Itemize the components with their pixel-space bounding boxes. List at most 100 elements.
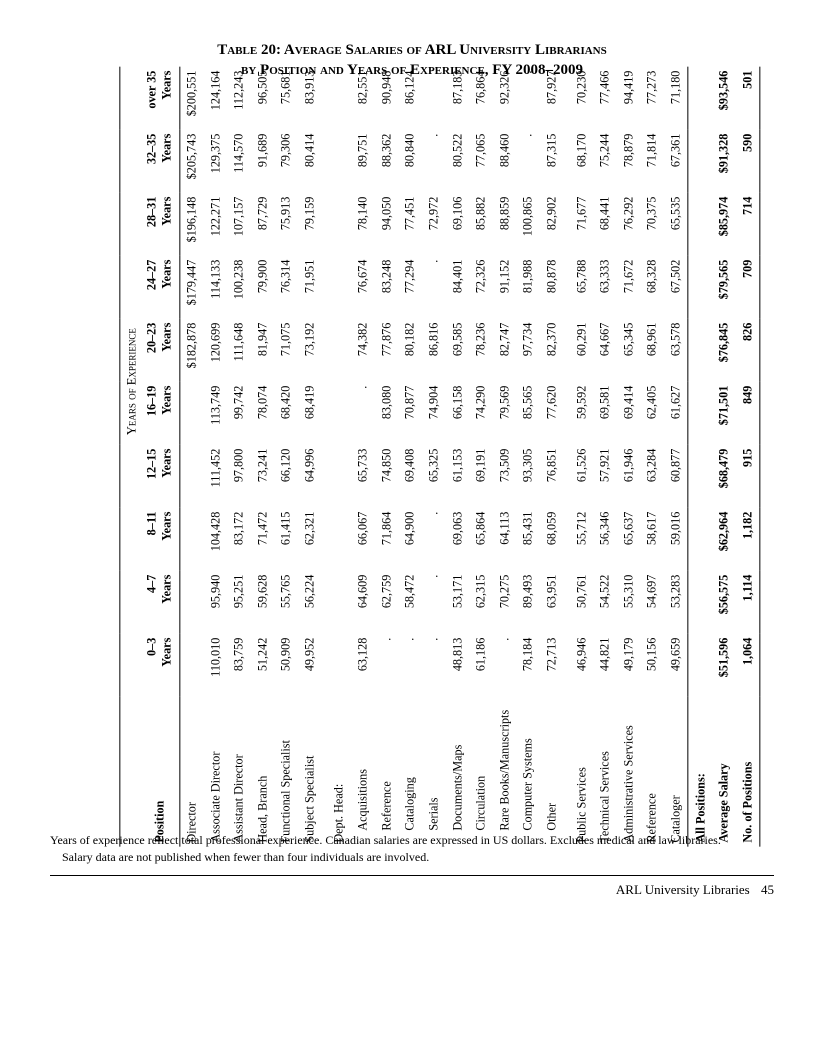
value-cell: 82,747 — [493, 318, 517, 381]
value-cell: $68,479 — [712, 444, 736, 507]
value-cell: 96,505 — [251, 66, 275, 129]
value-cell: 73,509 — [493, 444, 517, 507]
value-cell: 82,370 — [540, 318, 564, 381]
value-cell: 83,080 — [375, 381, 399, 444]
position-cell: Serials — [422, 696, 446, 846]
value-cell: 70,877 — [398, 381, 422, 444]
position-cell: Director — [180, 696, 204, 846]
value-cell: 68,059 — [540, 507, 564, 570]
position-cell: Assistant Director — [227, 696, 251, 846]
value-cell: 79,569 — [493, 381, 517, 444]
value-cell: 78,140 — [351, 192, 375, 255]
value-cell: 112,243 — [227, 66, 251, 129]
value-cell: 95,940 — [204, 570, 228, 633]
value-cell: 849 — [736, 381, 760, 444]
value-cell: 72,972 — [422, 192, 446, 255]
all-positions-label: All Positions: — [688, 696, 712, 846]
value-cell: 50,761 — [564, 570, 593, 633]
value-cell: 83,913 — [298, 66, 322, 129]
value-cell: 63,333 — [593, 255, 617, 318]
value-cell: 85,431 — [517, 507, 541, 570]
col-header-years: 12–15Years — [140, 444, 179, 507]
value-cell: 74,290 — [469, 381, 493, 444]
col-header-years: 8–11Years — [140, 507, 179, 570]
value-cell: $71,501 — [712, 381, 736, 444]
value-cell: 91,152 — [493, 255, 517, 318]
value-cell: 97,800 — [227, 444, 251, 507]
value-cell: 97,734 — [517, 318, 541, 381]
value-cell: 71,180 — [664, 66, 688, 129]
value-cell: 71,672 — [617, 255, 641, 318]
value-cell — [180, 381, 204, 444]
value-cell: 65,325 — [422, 444, 446, 507]
value-cell: 64,667 — [593, 318, 617, 381]
value-cell: 65,535 — [664, 192, 688, 255]
page-footer: ARL University Libraries 45 — [50, 875, 774, 898]
value-cell: 75,681 — [275, 66, 299, 129]
value-cell: $182,878 — [180, 318, 204, 381]
value-cell: . — [422, 255, 446, 318]
value-cell: 83,759 — [227, 633, 251, 696]
value-cell: 80,840 — [398, 129, 422, 192]
value-cell: 81,947 — [251, 318, 275, 381]
value-cell: 77,065 — [469, 129, 493, 192]
position-cell: Acquisitions — [351, 696, 375, 846]
value-cell: $56,575 — [712, 570, 736, 633]
value-cell: 56,346 — [593, 507, 617, 570]
value-cell: 55,765 — [275, 570, 299, 633]
position-cell: No. of Positions — [736, 696, 760, 846]
value-cell: 66,067 — [351, 507, 375, 570]
value-cell: 62,405 — [641, 381, 665, 444]
value-cell: 71,814 — [641, 129, 665, 192]
value-cell: 100,238 — [227, 255, 251, 318]
value-cell: 87,183 — [446, 66, 470, 129]
value-cell: 75,244 — [593, 129, 617, 192]
value-cell: 92,326 — [493, 66, 517, 129]
value-cell: 915 — [736, 444, 760, 507]
value-cell: 71,951 — [298, 255, 322, 318]
value-cell: 709 — [736, 255, 760, 318]
value-cell: . — [422, 66, 446, 129]
value-cell: 104,428 — [204, 507, 228, 570]
value-cell: 55,310 — [617, 570, 641, 633]
value-cell: 73,241 — [251, 444, 275, 507]
value-cell: 87,729 — [251, 192, 275, 255]
value-cell: 78,184 — [517, 633, 541, 696]
value-cell: 89,751 — [351, 129, 375, 192]
value-cell: 590 — [736, 129, 760, 192]
value-cell: 53,283 — [664, 570, 688, 633]
value-cell: $91,328 — [712, 129, 736, 192]
value-cell: 64,996 — [298, 444, 322, 507]
value-cell: 50,156 — [641, 633, 665, 696]
value-cell: 51,242 — [251, 633, 275, 696]
value-cell: 78,074 — [251, 381, 275, 444]
value-cell: 77,273 — [641, 66, 665, 129]
col-header-years: 28–31Years — [140, 192, 179, 255]
value-cell: $196,148 — [180, 192, 204, 255]
value-cell: 70,275 — [493, 570, 517, 633]
value-cell: 114,570 — [227, 129, 251, 192]
value-cell: 86,124 — [398, 66, 422, 129]
value-cell: 85,882 — [469, 192, 493, 255]
value-cell: 100,865 — [517, 192, 541, 255]
value-cell: 122,271 — [204, 192, 228, 255]
value-cell: 99,742 — [227, 381, 251, 444]
value-cell: 91,689 — [251, 129, 275, 192]
value-cell: 129,375 — [204, 129, 228, 192]
value-cell: 69,106 — [446, 192, 470, 255]
value-cell: $200,551 — [180, 66, 204, 129]
value-cell: 72,326 — [469, 255, 493, 318]
value-cell: 46,946 — [564, 633, 593, 696]
value-cell: . — [351, 381, 375, 444]
value-cell: 94,419 — [617, 66, 641, 129]
value-cell: . — [375, 633, 399, 696]
position-cell: Reference — [375, 696, 399, 846]
value-cell: 68,420 — [275, 381, 299, 444]
value-cell: 77,294 — [398, 255, 422, 318]
col-header-years: over 35Years — [140, 66, 179, 129]
value-cell: 87,927 — [540, 66, 564, 129]
value-cell: 76,674 — [351, 255, 375, 318]
value-cell: 81,988 — [517, 255, 541, 318]
value-cell: 78,236 — [469, 318, 493, 381]
value-cell: 63,951 — [540, 570, 564, 633]
